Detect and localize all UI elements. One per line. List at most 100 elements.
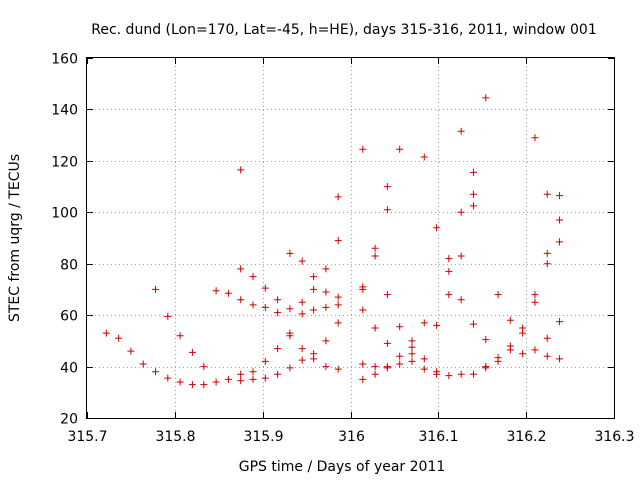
x-tick-label: 316.2 xyxy=(506,429,546,445)
data-point xyxy=(334,237,342,245)
data-point xyxy=(139,360,147,368)
data-point xyxy=(457,296,465,304)
data-point xyxy=(457,208,465,216)
data-point xyxy=(274,309,282,317)
axis-ticks: 315.7 315.8 315.9 316 316.1 316.2 316.3 20 40 60 8… xyxy=(51,52,634,446)
plot-frame xyxy=(86,57,615,419)
x-axis-label: GPS time / Days of year 2011 xyxy=(239,459,446,475)
data-point xyxy=(298,310,306,318)
data-point xyxy=(445,267,453,275)
data-point xyxy=(408,343,416,351)
data-point xyxy=(469,168,477,176)
data-point xyxy=(237,166,245,174)
data-point xyxy=(274,345,282,353)
data-point xyxy=(322,337,330,345)
data-point xyxy=(152,285,160,293)
data-point xyxy=(322,265,330,273)
data-point xyxy=(482,94,490,102)
data-point xyxy=(249,368,257,376)
data-point xyxy=(371,363,379,371)
data-point xyxy=(237,265,245,273)
data-point xyxy=(359,145,367,153)
data-point xyxy=(519,324,527,332)
data-point xyxy=(371,244,379,252)
data-point xyxy=(212,287,220,295)
data-point xyxy=(445,372,453,380)
data-point xyxy=(457,127,465,135)
data-point xyxy=(445,255,453,263)
data-point xyxy=(420,355,428,363)
data-point xyxy=(482,336,490,344)
data-point xyxy=(420,153,428,161)
data-point xyxy=(383,206,391,214)
y-tick-label: 80 xyxy=(60,258,78,274)
data-point xyxy=(102,329,110,337)
data-point xyxy=(543,260,551,268)
data-point xyxy=(237,296,245,304)
data-point xyxy=(543,190,551,198)
data-point xyxy=(556,355,564,363)
data-point xyxy=(261,284,269,292)
data-point xyxy=(127,347,135,355)
data-point xyxy=(433,224,441,232)
data-point xyxy=(408,357,416,365)
data-point xyxy=(531,298,539,306)
data-point xyxy=(506,342,514,350)
data-point xyxy=(261,303,269,311)
data-point xyxy=(310,273,318,281)
data-point xyxy=(200,363,208,371)
data-point xyxy=(176,332,184,340)
data-point xyxy=(543,352,551,360)
data-point xyxy=(286,329,294,337)
y-tick-label: 40 xyxy=(60,361,78,377)
data-point xyxy=(188,348,196,356)
y-tick-label: 100 xyxy=(51,206,78,222)
data-point xyxy=(445,291,453,299)
data-point xyxy=(531,346,539,354)
data-point xyxy=(383,183,391,191)
data-point xyxy=(359,306,367,314)
grid xyxy=(87,58,614,418)
data-point xyxy=(334,193,342,201)
x-tick-label: 315.9 xyxy=(243,429,283,445)
data-point xyxy=(556,216,564,224)
data-point xyxy=(212,378,220,386)
data-point xyxy=(543,249,551,257)
y-tick-label: 160 xyxy=(51,52,78,68)
data-point xyxy=(298,257,306,265)
data-point xyxy=(494,354,502,362)
data-point xyxy=(261,374,269,382)
data-point xyxy=(383,363,391,371)
data-point xyxy=(519,350,527,358)
data-point xyxy=(359,360,367,368)
x-tick-label: 316.1 xyxy=(418,429,458,445)
data-point xyxy=(469,202,477,210)
data-point xyxy=(556,238,564,246)
data-point xyxy=(383,339,391,347)
data-point xyxy=(396,360,404,368)
data-point xyxy=(200,381,208,389)
data-point xyxy=(224,289,232,297)
data-point xyxy=(457,252,465,260)
data-point xyxy=(286,305,294,313)
data-point xyxy=(152,368,160,376)
data-point xyxy=(469,190,477,198)
data-point xyxy=(420,319,428,327)
data-point xyxy=(115,334,123,342)
data-point xyxy=(396,323,404,331)
data-point xyxy=(274,296,282,304)
data-point xyxy=(371,324,379,332)
y-axis-label: STEC from uqrg / TECUs xyxy=(7,154,23,322)
data-point xyxy=(420,365,428,373)
data-point xyxy=(286,249,294,257)
data-point xyxy=(556,192,564,200)
data-point xyxy=(274,370,282,378)
data-point xyxy=(469,370,477,378)
data-point xyxy=(408,337,416,345)
data-point xyxy=(322,303,330,311)
data-point xyxy=(188,381,196,389)
x-tick-label: 316.3 xyxy=(594,429,634,445)
data-point xyxy=(322,288,330,296)
data-point xyxy=(396,145,404,153)
